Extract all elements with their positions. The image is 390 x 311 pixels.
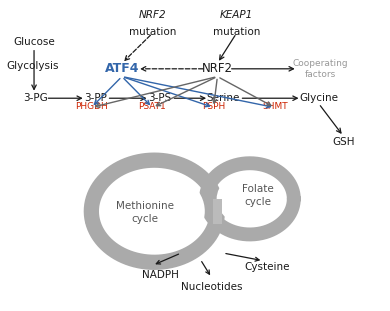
Text: Glucose: Glucose bbox=[13, 38, 55, 48]
Text: 3-PS: 3-PS bbox=[149, 93, 172, 103]
Text: mutation: mutation bbox=[213, 27, 260, 37]
Text: Folate
cycle: Folate cycle bbox=[242, 184, 273, 207]
Text: KEAP1: KEAP1 bbox=[220, 10, 253, 20]
Text: Nucleotides: Nucleotides bbox=[181, 282, 243, 292]
Text: NRF2: NRF2 bbox=[202, 62, 233, 75]
Text: ATF4: ATF4 bbox=[105, 62, 139, 75]
Text: NRF2: NRF2 bbox=[139, 10, 166, 20]
Text: Cooperating
factors: Cooperating factors bbox=[293, 59, 348, 79]
Circle shape bbox=[104, 170, 205, 252]
Text: GSH: GSH bbox=[332, 137, 355, 146]
Text: PHGDH: PHGDH bbox=[75, 102, 108, 111]
Text: Serine: Serine bbox=[206, 93, 240, 103]
Text: Glycine: Glycine bbox=[299, 93, 338, 103]
FancyBboxPatch shape bbox=[213, 199, 222, 224]
Text: SHMT: SHMT bbox=[262, 102, 287, 111]
Circle shape bbox=[216, 172, 283, 226]
Text: Glycolysis: Glycolysis bbox=[6, 61, 59, 71]
Text: Methionine
cycle: Methionine cycle bbox=[116, 201, 174, 224]
Text: 3-PP: 3-PP bbox=[84, 93, 106, 103]
Text: mutation: mutation bbox=[129, 27, 176, 37]
Text: 3-PG: 3-PG bbox=[23, 93, 48, 103]
Text: PSPH: PSPH bbox=[202, 102, 225, 111]
Text: NADPH: NADPH bbox=[142, 270, 179, 280]
Text: Cysteine: Cysteine bbox=[244, 262, 290, 272]
Text: PSAT1: PSAT1 bbox=[138, 102, 167, 111]
